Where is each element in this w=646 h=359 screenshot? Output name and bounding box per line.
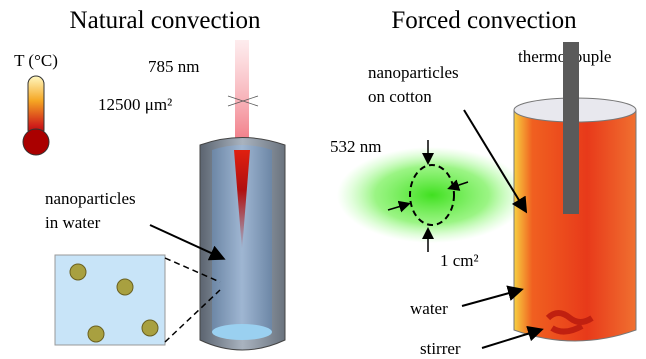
sample-label: in water [45,213,101,232]
sample-label: nanoparticles [368,63,459,82]
thermometer-bulb [23,129,49,155]
panel-title: Forced convection [391,7,577,34]
arrow [462,290,520,306]
laser-spot [337,147,527,243]
laser-beam [235,40,249,150]
thermometer-label: T (°C) [14,51,58,70]
medium-label: water [410,299,448,318]
mixer-label: stirrer [420,339,461,358]
tube-bottom [212,324,272,340]
spot-area-label: 12500 μm² [98,95,172,114]
wavelength-label: 532 nm [330,137,381,156]
arrow [482,330,540,348]
sample-label: nanoparticles [45,189,136,208]
figure: Natural convection T (°C) 785 nm 12500 μ… [0,0,646,359]
sample-label: on cotton [368,87,432,106]
panel-title: Natural convection [70,7,261,34]
thermocouple [563,42,579,214]
spot-area-label: 1 cm² [440,251,479,270]
wavelength-label: 785 nm [148,57,199,76]
